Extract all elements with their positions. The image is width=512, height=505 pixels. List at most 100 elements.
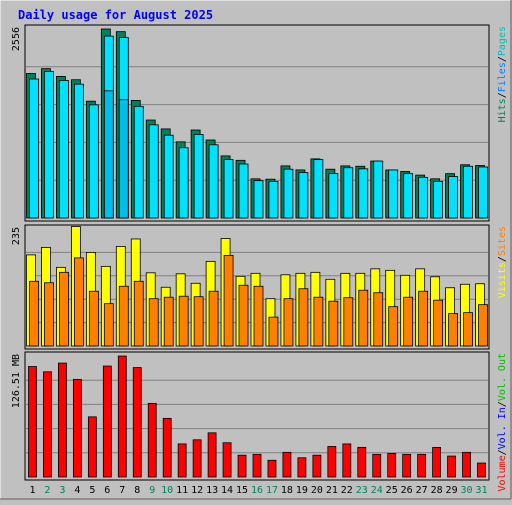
bar-volume-15 xyxy=(237,454,247,478)
x-tick-label-30: 30 xyxy=(461,485,473,496)
bar-files-1 xyxy=(29,78,39,219)
x-tick-label-6: 6 xyxy=(104,485,110,496)
bar-files-26 xyxy=(403,173,414,219)
bar-files-25 xyxy=(388,169,399,219)
bar-sites-20 xyxy=(313,296,324,347)
legend-separator: / xyxy=(497,256,508,262)
bar-volume-6 xyxy=(102,365,112,478)
bar-files-12 xyxy=(193,134,204,219)
x-tick-label-27: 27 xyxy=(416,485,428,496)
bar-files-2 xyxy=(44,71,54,219)
legend-entry-hits: Hits xyxy=(497,98,508,122)
bar-files-28 xyxy=(433,180,444,219)
bar-sites-30 xyxy=(463,312,473,347)
y-axis-max-label-volume: 126.51 MB xyxy=(11,354,22,408)
x-tick-label-11: 11 xyxy=(176,485,188,496)
x-tick-label-12: 12 xyxy=(191,485,203,496)
bar-volume-30 xyxy=(462,451,471,478)
bar-sites-21 xyxy=(328,300,339,347)
bar-volume-17 xyxy=(267,459,277,478)
x-tick-label-8: 8 xyxy=(134,485,140,496)
bar-volume-10 xyxy=(162,417,172,478)
bar-volume-23 xyxy=(357,446,367,478)
x-tick-label-10: 10 xyxy=(161,485,173,496)
bar-sites-15 xyxy=(238,284,249,347)
bar-volume-26 xyxy=(402,453,412,478)
x-tick-label-20: 20 xyxy=(311,485,323,496)
x-tick-label-9: 9 xyxy=(149,485,155,496)
bar-sites-4 xyxy=(73,257,84,347)
panel-border-volume xyxy=(24,351,490,481)
bar-volume-9 xyxy=(147,402,157,478)
series-legend-hits: Hits/Files/Pages xyxy=(497,26,508,122)
x-tick-label-17: 17 xyxy=(266,485,278,496)
bar-volume-29 xyxy=(447,455,456,478)
x-tick-label-14: 14 xyxy=(221,485,233,496)
panel-border-hits xyxy=(24,24,490,222)
x-tick-label-26: 26 xyxy=(401,485,413,496)
bar-sites-10 xyxy=(163,296,174,347)
bar-sites-5 xyxy=(88,290,99,347)
x-tick-label-7: 7 xyxy=(119,485,125,496)
bar-files-21 xyxy=(328,173,339,219)
legend-entry-vol-in: Vol. In xyxy=(497,407,508,449)
bar-sites-27 xyxy=(418,290,429,347)
y-axis-max-label-hits: 2556 xyxy=(11,27,22,51)
x-tick-label-24: 24 xyxy=(371,485,383,496)
bar-sites-9 xyxy=(148,298,159,347)
bar-files-23 xyxy=(358,168,369,219)
bar-volume-12 xyxy=(192,439,202,478)
legend-entry-volume: Volume xyxy=(497,455,508,491)
x-tick-label-1: 1 xyxy=(29,485,35,496)
x-tick-label-21: 21 xyxy=(326,485,338,496)
bar-volume-8 xyxy=(132,367,142,478)
legend-entry-files: Files xyxy=(497,62,508,92)
bar-files-31 xyxy=(478,166,488,219)
bar-sites-14 xyxy=(223,254,234,347)
bar-files-3 xyxy=(59,80,69,219)
legend-separator: / xyxy=(497,449,508,455)
x-tick-label-23: 23 xyxy=(356,485,368,496)
legend-entry-visits: Visits xyxy=(497,262,508,298)
bar-sites-11 xyxy=(178,295,189,347)
legend-entry-pages: Pages xyxy=(497,26,508,56)
bar-volume-19 xyxy=(297,457,307,478)
bar-files-29 xyxy=(448,176,458,219)
bar-volume-3 xyxy=(58,362,67,478)
bar-volume-28 xyxy=(432,447,442,478)
bar-files-17 xyxy=(268,180,279,219)
bar-files-30 xyxy=(463,165,473,219)
x-tick-label-15: 15 xyxy=(236,485,248,496)
bar-sites-8 xyxy=(133,280,144,347)
legend-entry-sites: Sites xyxy=(497,226,508,256)
bar-volume-20 xyxy=(312,454,322,478)
chart-title: Daily usage for August 2025 xyxy=(18,8,213,22)
bar-sites-16 xyxy=(253,285,264,347)
bar-files-15 xyxy=(238,163,249,219)
bar-sites-31 xyxy=(478,304,488,347)
bar-files-9 xyxy=(148,124,159,219)
y-axis-max-label-visits: 235 xyxy=(11,227,22,245)
x-tick-label-4: 4 xyxy=(74,485,80,496)
bar-sites-3 xyxy=(59,271,69,347)
bar-files-11 xyxy=(178,147,189,219)
bar-volume-5 xyxy=(87,416,97,478)
bar-volume-7 xyxy=(117,355,127,478)
bar-sites-18 xyxy=(283,298,294,347)
legend-separator: / xyxy=(497,92,508,98)
series-legend-volume: Volume/Vol. In/Vol. Out xyxy=(497,353,508,492)
bar-volume-27 xyxy=(417,453,427,478)
bar-sites-2 xyxy=(44,282,54,347)
bar-pages-7 xyxy=(118,99,129,219)
bar-files-16 xyxy=(253,180,264,219)
bar-volume-13 xyxy=(207,432,217,478)
bar-sites-26 xyxy=(403,296,414,347)
bar-sites-24 xyxy=(373,292,384,347)
x-tick-label-28: 28 xyxy=(431,485,443,496)
x-tick-label-2: 2 xyxy=(44,485,50,496)
bar-volume-25 xyxy=(387,453,397,478)
panels-layer: 2556Hits/Files/Pages235Visits/Sites126.5… xyxy=(11,24,508,492)
x-tick-label-5: 5 xyxy=(89,485,95,496)
